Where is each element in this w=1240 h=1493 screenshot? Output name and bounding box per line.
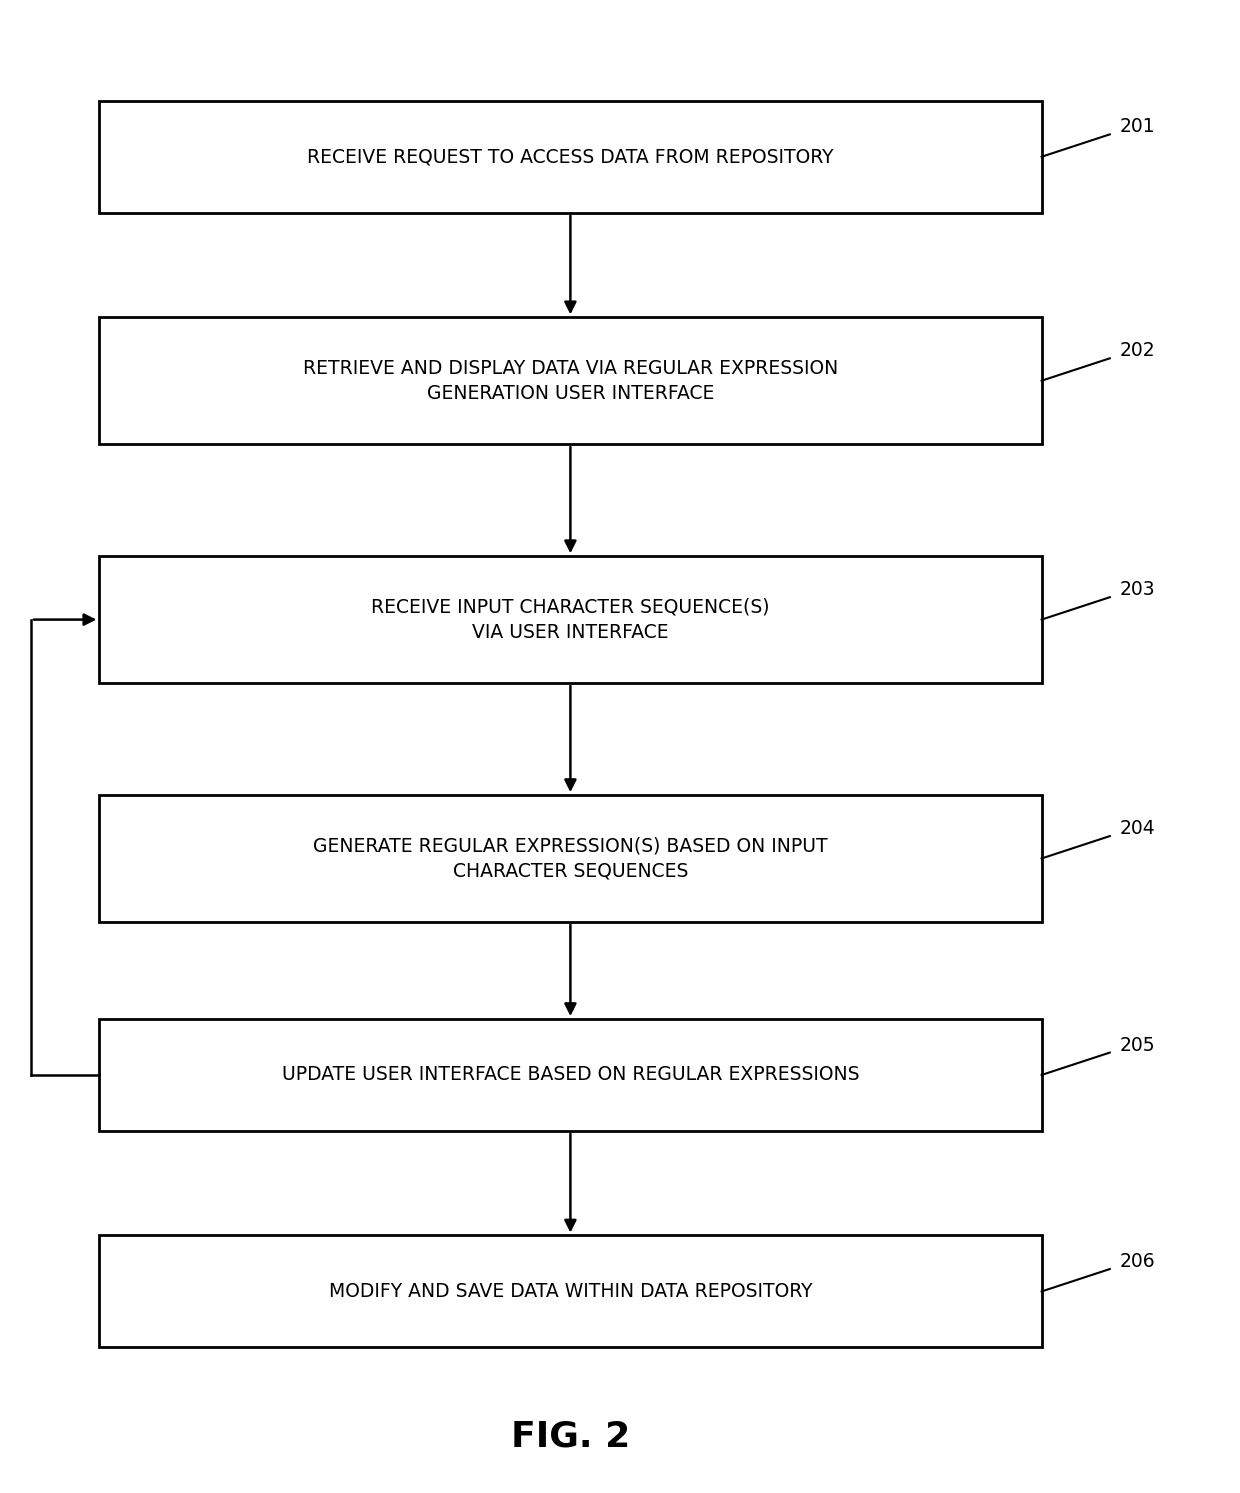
Text: RECEIVE INPUT CHARACTER SEQUENCE(S)
VIA USER INTERFACE: RECEIVE INPUT CHARACTER SEQUENCE(S) VIA … bbox=[371, 597, 770, 642]
Text: GENERATE REGULAR EXPRESSION(S) BASED ON INPUT
CHARACTER SEQUENCES: GENERATE REGULAR EXPRESSION(S) BASED ON … bbox=[312, 836, 828, 881]
Text: RECEIVE REQUEST TO ACCESS DATA FROM REPOSITORY: RECEIVE REQUEST TO ACCESS DATA FROM REPO… bbox=[308, 148, 833, 166]
Text: 203: 203 bbox=[1120, 581, 1156, 599]
Bar bbox=[99, 1020, 1042, 1132]
Text: UPDATE USER INTERFACE BASED ON REGULAR EXPRESSIONS: UPDATE USER INTERFACE BASED ON REGULAR E… bbox=[281, 1066, 859, 1084]
Text: 206: 206 bbox=[1120, 1253, 1156, 1271]
Text: 204: 204 bbox=[1120, 820, 1156, 838]
Text: MODIFY AND SAVE DATA WITHIN DATA REPOSITORY: MODIFY AND SAVE DATA WITHIN DATA REPOSIT… bbox=[329, 1282, 812, 1300]
Text: 202: 202 bbox=[1120, 342, 1156, 360]
Bar bbox=[99, 102, 1042, 212]
Bar bbox=[99, 318, 1042, 445]
Bar bbox=[99, 557, 1042, 684]
Text: FIG. 2: FIG. 2 bbox=[511, 1420, 630, 1453]
Bar bbox=[99, 794, 1042, 921]
Text: 205: 205 bbox=[1120, 1036, 1156, 1054]
Bar bbox=[99, 1236, 1042, 1347]
Text: RETRIEVE AND DISPLAY DATA VIA REGULAR EXPRESSION
GENERATION USER INTERFACE: RETRIEVE AND DISPLAY DATA VIA REGULAR EX… bbox=[303, 358, 838, 403]
Text: 201: 201 bbox=[1120, 118, 1156, 136]
